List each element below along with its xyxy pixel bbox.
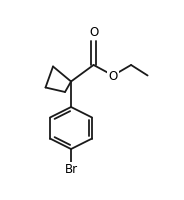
- Text: Br: Br: [64, 163, 78, 176]
- Text: O: O: [89, 26, 98, 39]
- Text: O: O: [108, 70, 118, 83]
